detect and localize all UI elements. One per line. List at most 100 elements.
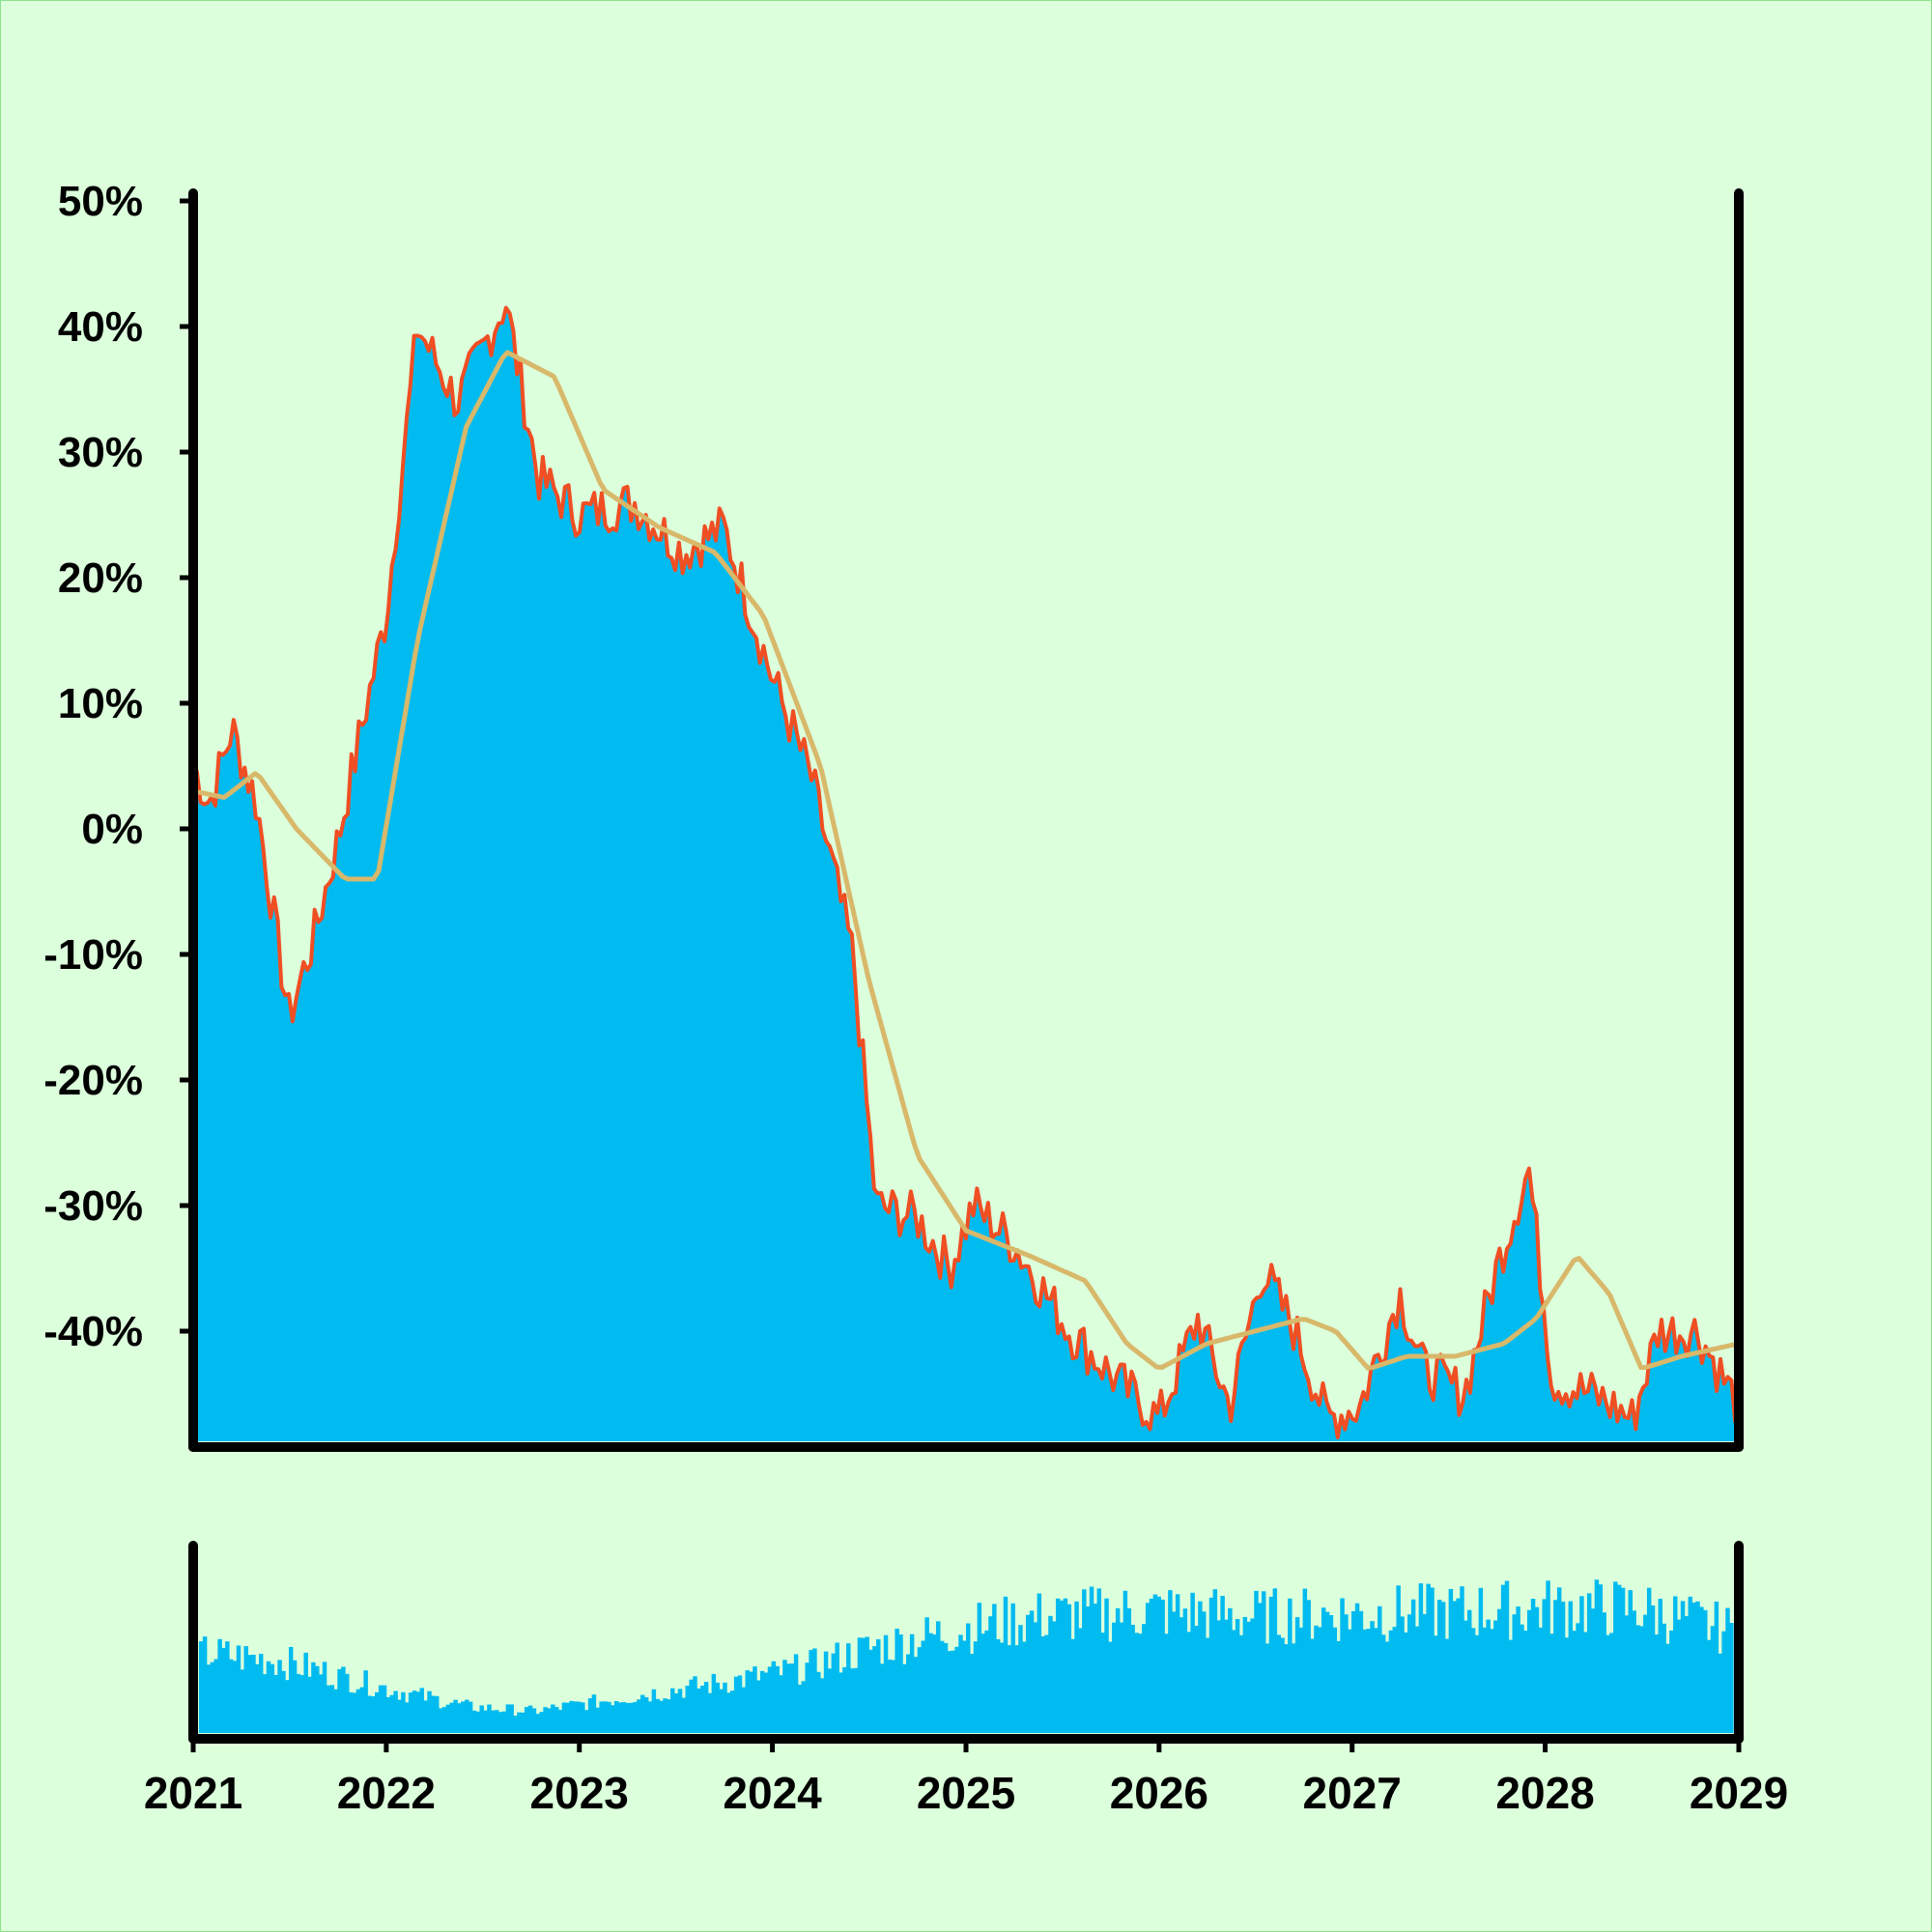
volume-bar [1426, 1583, 1431, 1733]
volume-bar [206, 1664, 212, 1733]
volume-bar [835, 1642, 839, 1733]
volume-bar [419, 1688, 424, 1733]
volume-bar [345, 1673, 350, 1733]
volume-bar [1460, 1586, 1464, 1733]
volume-bar [1350, 1610, 1356, 1733]
volume-bar [1048, 1615, 1053, 1733]
volume-bar [625, 1702, 631, 1733]
volume-bar [947, 1651, 952, 1733]
volume-bar [637, 1699, 641, 1733]
volume-bar [1276, 1634, 1281, 1733]
volume-bar [756, 1680, 761, 1733]
volume-bar [1553, 1600, 1558, 1733]
volume-bar [782, 1660, 787, 1733]
volume-bar [1560, 1602, 1566, 1733]
volume-bar [849, 1668, 855, 1733]
volume-bar [1291, 1643, 1296, 1733]
volume-bar [759, 1670, 765, 1733]
volume-bar [1654, 1634, 1660, 1733]
volume-bar [1190, 1592, 1195, 1733]
volume-bar [1721, 1631, 1726, 1733]
y-ticks: 50% 40% 30% 20% 10% 0% -10% -20% -30% -40% [43, 178, 193, 1355]
volume-bar [401, 1691, 406, 1733]
volume-bar [1168, 1590, 1173, 1733]
volume-bar [1321, 1607, 1326, 1733]
volume-bar [587, 1698, 593, 1733]
volume-bar [505, 1704, 511, 1733]
volume-bar [1324, 1611, 1330, 1733]
volume-bar [779, 1675, 783, 1733]
volume-bar [573, 1701, 578, 1733]
volume-bar [1235, 1619, 1240, 1733]
volume-bar [921, 1640, 925, 1733]
volume-bar [1119, 1622, 1124, 1733]
volume-bar [1665, 1643, 1670, 1733]
volume-bar [992, 1604, 997, 1733]
volume-bar [501, 1711, 507, 1733]
volume-bar [861, 1637, 867, 1733]
volume-bar [1530, 1599, 1536, 1733]
volume-bar [1100, 1633, 1105, 1733]
volume-bar [1407, 1614, 1412, 1733]
volume-bar [775, 1665, 780, 1733]
volume-bar [1568, 1601, 1574, 1733]
volume-bar [595, 1707, 601, 1733]
volume-bar [1336, 1640, 1341, 1733]
volume-bar [1258, 1603, 1263, 1733]
volume-bar [581, 1702, 585, 1733]
volume-bar [1620, 1587, 1626, 1733]
volume-bar [1500, 1584, 1506, 1733]
volume-bar [535, 1714, 541, 1733]
y-tick-label: 40% [58, 303, 143, 351]
volume-bar [1680, 1601, 1686, 1733]
volume-bar [969, 1654, 975, 1733]
volume-bar [793, 1654, 799, 1733]
volume-bar [988, 1616, 993, 1733]
volume-bar [337, 1668, 342, 1733]
volume-bar [487, 1704, 492, 1733]
volume-bar [1272, 1588, 1278, 1733]
volume-bar [1512, 1614, 1517, 1733]
volume-bar [715, 1682, 720, 1733]
volume-bar [711, 1673, 717, 1733]
volume-bar [1205, 1637, 1210, 1733]
volume-bar [805, 1662, 810, 1733]
volume-bar [936, 1621, 941, 1733]
volume-bar [1650, 1605, 1656, 1733]
volume-bar [1172, 1611, 1177, 1733]
volume-bar [288, 1646, 294, 1733]
volume-bar [879, 1663, 885, 1733]
volume-bar [1224, 1619, 1229, 1733]
volume-bar [887, 1660, 893, 1733]
volume-bar [318, 1674, 324, 1733]
volume-bar [1646, 1587, 1652, 1733]
volume-bar [1014, 1645, 1019, 1733]
volume-bar [292, 1660, 298, 1733]
volume-bar [1434, 1635, 1438, 1733]
x-tick-label: 2024 [723, 1768, 822, 1818]
volume-bar [221, 1647, 226, 1733]
volume-bar [753, 1666, 757, 1733]
volume-bar [1706, 1639, 1712, 1733]
volume-bar [1546, 1580, 1550, 1733]
volume-bar [1482, 1627, 1487, 1733]
volume-bar [359, 1687, 365, 1733]
volume-bar [1115, 1607, 1121, 1733]
y-tick-label: 50% [58, 178, 143, 225]
volume-bar [438, 1708, 443, 1733]
moving-average-line [190, 350, 1742, 1371]
volume-bar [1126, 1607, 1132, 1733]
volume-bar [1579, 1596, 1584, 1733]
volume-bar [1328, 1615, 1334, 1733]
volume-bar [943, 1642, 949, 1733]
volume-bar [883, 1634, 889, 1733]
volume-bar [611, 1705, 615, 1733]
volume-bar [1246, 1621, 1251, 1733]
volume-bar [973, 1641, 979, 1733]
volume-bar [1294, 1617, 1300, 1733]
volume-bar [1725, 1607, 1730, 1733]
volume-bar [809, 1650, 813, 1733]
volume-bar [565, 1702, 571, 1733]
volume-bar [299, 1675, 305, 1733]
volume-bar [539, 1712, 544, 1733]
